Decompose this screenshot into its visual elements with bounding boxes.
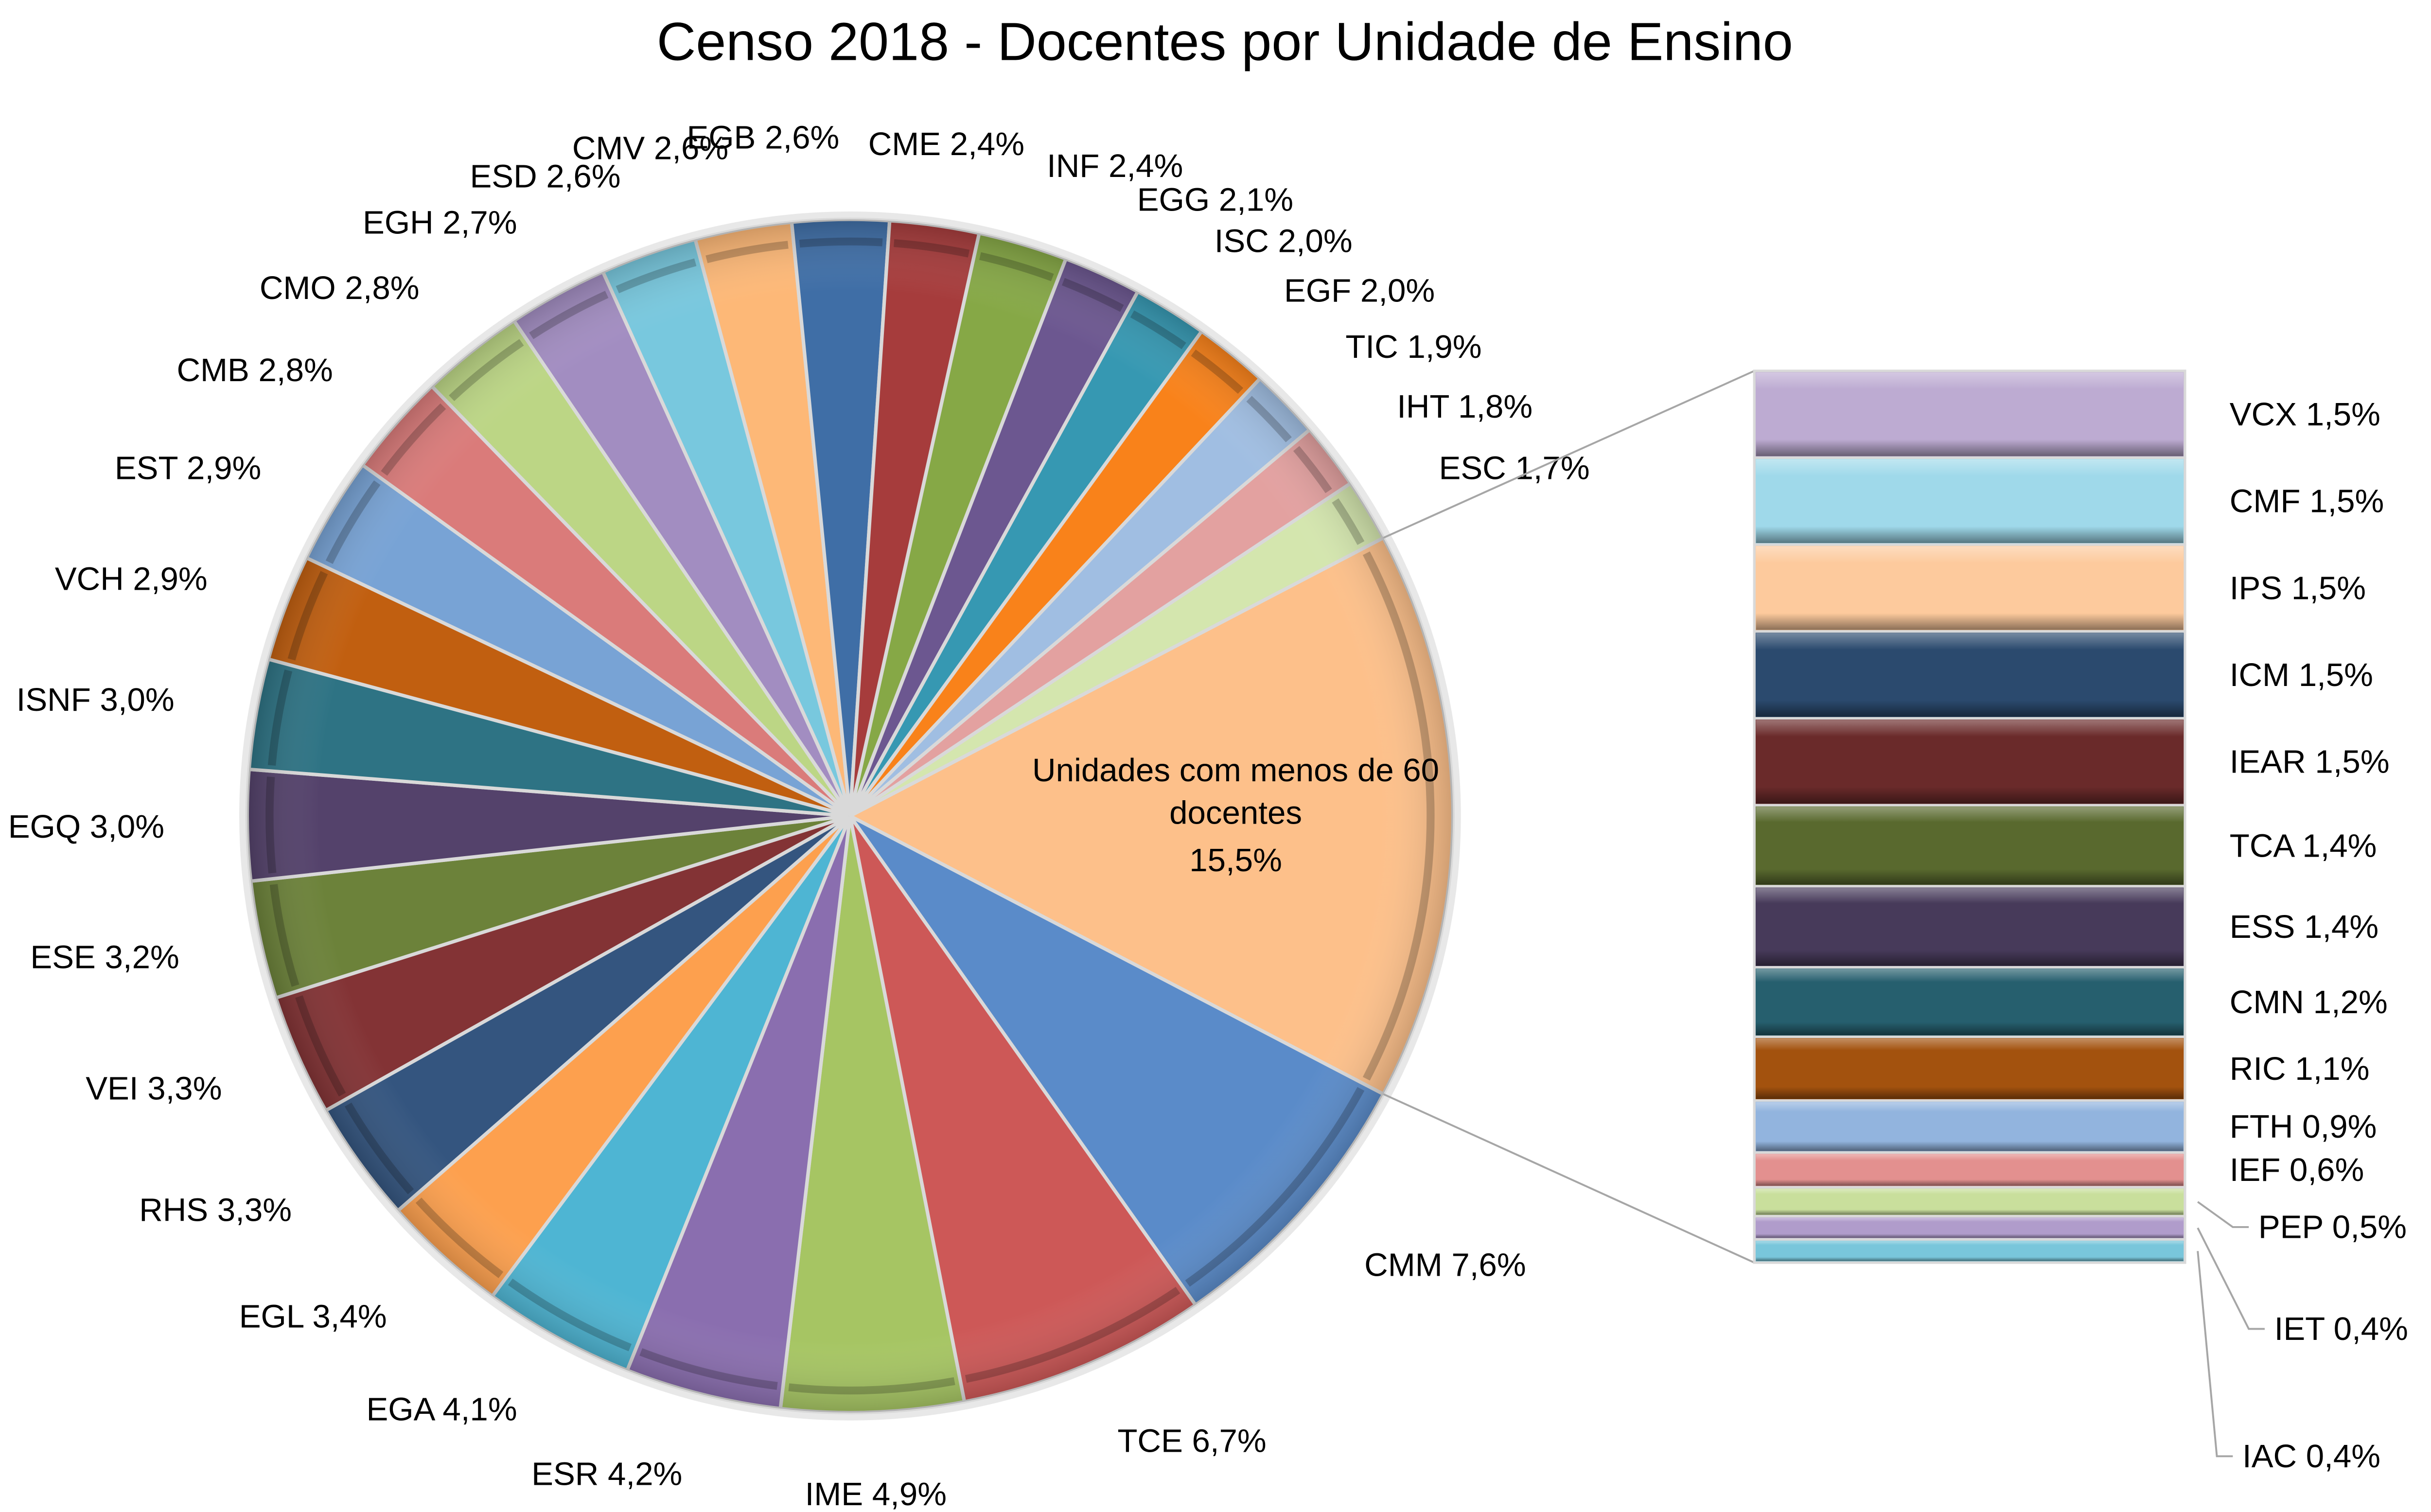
pie-slice-bevel <box>799 237 883 248</box>
bar-segment-shading <box>1756 807 2184 885</box>
bar-label-ips: IPS 1,5% <box>2230 570 2366 607</box>
pie-label-isc: ISC 2,0% <box>1215 223 1353 260</box>
bar-segment-shading <box>1756 372 2184 457</box>
chart-title: Censo 2018 - Docentes por Unidade de Ens… <box>657 12 1793 71</box>
bar-segment-shading <box>1756 1102 2184 1151</box>
pie-label-tic: TIC 1,9% <box>1345 329 1481 365</box>
pie-label-egh: EGH 2,7% <box>363 205 517 241</box>
bar-segment-shading <box>1756 1218 2184 1238</box>
pie-label-cmv: CMV 2,6% <box>572 130 728 167</box>
pie-label-cmb: CMB 2,8% <box>176 352 333 389</box>
pie-label-isnf: ISNF 3,0% <box>17 682 175 718</box>
connector-top <box>1383 370 1755 539</box>
pie-label-egb: EGB 2,6% <box>687 120 839 156</box>
pie-label-cmm: CMM 7,6% <box>1364 1247 1526 1283</box>
pie-label-esr: ESR 4,2% <box>531 1456 682 1493</box>
bar-label-tca: TCA 1,4% <box>2230 828 2377 864</box>
pie-label-vei: VEI 3,3% <box>86 1071 222 1107</box>
stacked-bar <box>1753 369 2186 1264</box>
pie-label-esd: ESD 2,6% <box>470 158 620 195</box>
bar-leader-line <box>2197 1227 2265 1330</box>
pie-label-rhs: RHS 3,3% <box>139 1192 292 1229</box>
bar-segment-shading <box>1756 459 2184 543</box>
pie-label-ega: EGA 4,1% <box>366 1391 517 1428</box>
bar-label-ess: ESS 1,4% <box>2230 909 2378 945</box>
bar-label-cmn: CMN 1,2% <box>2230 984 2388 1020</box>
bar-label-icm: ICM 1,5% <box>2230 657 2373 693</box>
bar-label-pep: PEP 0,5% <box>2258 1209 2407 1246</box>
pie-label-ime: IME 4,9% <box>805 1476 947 1512</box>
bar-segment-shading <box>1756 1154 2184 1186</box>
bar-leader-line <box>2197 1201 2249 1228</box>
bar-segment-shading <box>1756 1038 2184 1099</box>
pie-label-tce: TCE 6,7% <box>1117 1423 1266 1459</box>
pie-label-egl: EGL 3,4% <box>239 1299 387 1335</box>
pie-label-cme: CME 2,4% <box>868 126 1024 162</box>
bar-label-iet: IET 0,4% <box>2274 1311 2408 1347</box>
bar-segment-shading <box>1756 546 2184 630</box>
pie-label-inf: INF 2,4% <box>1047 148 1183 184</box>
bar-label-cmf: CMF 1,5% <box>2230 483 2384 520</box>
pie-label-egf: EGF 2,0% <box>1284 273 1435 309</box>
bar-label-ief: IEF 0,6% <box>2230 1152 2364 1189</box>
bar-segment-shading <box>1756 1241 2184 1261</box>
bar-segment-shading <box>1756 888 2184 966</box>
bar-leader-line <box>2197 1251 2233 1458</box>
bar-segment-shading <box>1756 720 2184 804</box>
pie-label-unidades-com-menos-de-60-docentes: Unidades com menos de 60 docentes 15,5% <box>1032 752 1439 879</box>
pie-label-cmo: CMO 2,8% <box>260 270 420 306</box>
pie-label-est: EST 2,9% <box>115 450 261 487</box>
bar-segment-shading <box>1756 633 2184 717</box>
pie-labels: Unidades com menos de 60 docentes 15,5% CMM… <box>8 120 1590 1512</box>
pie-label-egq: EGQ 3,0% <box>8 809 164 845</box>
pie-label-egg: EGG 2,1% <box>1137 182 1293 218</box>
pie-label-ese: ESE 3,2% <box>30 939 179 976</box>
bar-label-fth: FTH 0,9% <box>2230 1108 2377 1145</box>
bar-segment-shading <box>1756 968 2184 1036</box>
bar-label-iear: IEAR 1,5% <box>2230 744 2390 780</box>
bar-segment-shading <box>1756 1189 2184 1215</box>
bar-label-ric: RIC 1,1% <box>2230 1051 2370 1087</box>
pie-slice-bevel <box>265 776 277 874</box>
pie-to-bar-connectors <box>1383 370 1755 1264</box>
pie-label-iht: IHT 1,8% <box>1397 388 1533 425</box>
bar-label-iac: IAC 0,4% <box>2242 1438 2380 1475</box>
connector-bottom <box>1383 1093 1755 1264</box>
bar-label-vcx: VCX 1,5% <box>2230 396 2380 433</box>
bar-labels: VCX 1,5% CMF 1,5% IPS 1,5% ICM 1,5% IEAR 1,5… <box>2197 396 2408 1475</box>
pie-label-vch: VCH 2,9% <box>55 561 208 598</box>
